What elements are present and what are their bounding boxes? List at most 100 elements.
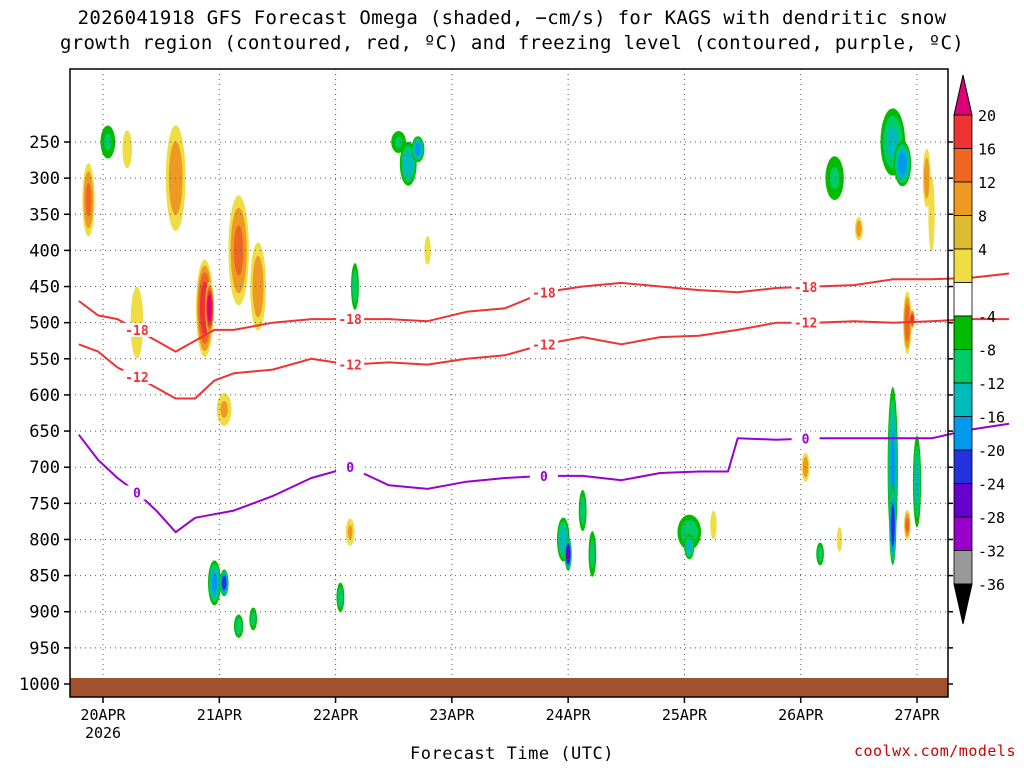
omega-blob — [681, 519, 698, 545]
contour-label: -18 — [338, 313, 362, 328]
omega-blob — [686, 539, 693, 555]
omega-blob — [710, 510, 717, 540]
colorbar-segment — [953, 382, 973, 417]
colorbar-label: -12 — [978, 375, 1005, 393]
contour-lines: -18 -18 -18 -18 -12 -12 -12 -12 0 0 0 0 — [78, 272, 1010, 534]
colorbar-label: -4 — [978, 308, 996, 326]
contour-label: -12 — [532, 338, 555, 353]
colorbar-label: 4 — [978, 241, 987, 259]
colorbar: 20 16 12 8 4 -4 -8 -12 -16 -20 -24 -28 -32 -36 — [953, 74, 1005, 625]
contour-line — [78, 272, 1010, 353]
omega-blob — [890, 504, 895, 546]
omega-blob — [403, 150, 414, 177]
chart-title-line2: growth region (contoured, red, ºC) and f… — [60, 32, 964, 54]
omega-blob — [928, 176, 935, 253]
credit-link[interactable]: coolwx.com/models — [853, 742, 1016, 760]
x-tick-label: 23APR — [429, 706, 475, 724]
x-tick-label: 22APR — [313, 706, 359, 724]
colorbar-label: -32 — [978, 543, 1005, 561]
omega-blob — [898, 152, 907, 175]
colorbar-label: 16 — [978, 141, 996, 159]
colorbar-bottom-arrow — [953, 583, 973, 625]
contour-label: -12 — [794, 317, 817, 332]
omega-blob — [817, 546, 823, 562]
omega-blob — [905, 518, 910, 533]
colorbar-label: 12 — [978, 174, 996, 192]
chart-title-line1: 2026041918 GFS Forecast Omega (shaded, −… — [77, 7, 947, 29]
colorbar-segment — [953, 449, 973, 484]
omega-blob — [233, 225, 244, 276]
omega-blob — [104, 133, 112, 151]
x-tick-label: 21APR — [197, 706, 243, 724]
colorbar-segment — [953, 181, 973, 216]
colorbar-segment — [953, 315, 973, 350]
omega-blob — [252, 255, 264, 318]
x-tick-label: 20APR — [80, 706, 126, 724]
omega-blob — [836, 527, 843, 552]
omega-blob — [829, 166, 840, 190]
y-tick-label: 800 — [29, 530, 60, 550]
omega-blob — [207, 294, 212, 322]
colorbar-label: -36 — [978, 576, 1005, 594]
contour-label: 0 — [133, 486, 141, 501]
omega-blob — [424, 236, 431, 265]
omega-blob — [915, 460, 919, 503]
colorbar-top-arrow — [953, 74, 973, 116]
omega-blob — [856, 220, 862, 237]
omega-blob — [250, 611, 256, 627]
colorbar-label: -16 — [978, 409, 1005, 427]
omega-blob — [85, 183, 92, 217]
colorbar-label: 8 — [978, 208, 987, 226]
x-tick-sublabel: 2026 — [85, 724, 121, 742]
contour-label: 0 — [540, 470, 548, 485]
contour-label: -12 — [338, 359, 361, 374]
y-tick-label: 900 — [29, 603, 60, 623]
omega-blob — [122, 130, 133, 169]
colorbar-segment — [953, 416, 973, 451]
x-tick-label: 27APR — [894, 706, 940, 724]
omega-blob — [337, 587, 344, 608]
omega-blob — [414, 142, 422, 156]
omega-blob — [130, 286, 144, 359]
omega-blob — [235, 618, 242, 635]
colorbar-segment — [953, 516, 973, 551]
colorbar-segment — [953, 282, 973, 317]
contour-line — [78, 422, 1010, 534]
x-tick-label: 24APR — [546, 706, 592, 724]
contour-label: 0 — [346, 461, 354, 476]
y-tick-label: 250 — [29, 133, 60, 153]
omega-blob — [352, 270, 358, 303]
contour-label: -18 — [794, 281, 818, 296]
colorbar-segment — [953, 483, 973, 518]
omega-blob — [589, 539, 595, 569]
colorbar-segment — [953, 550, 973, 585]
colorbar-segment — [953, 114, 973, 149]
y-tick-label: 750 — [29, 494, 60, 514]
colorbar-label: -8 — [978, 342, 996, 360]
y-tick-label: 850 — [29, 567, 60, 587]
x-tick-label: 25APR — [662, 706, 708, 724]
omega-blob — [887, 126, 899, 158]
colorbar-segment — [953, 148, 973, 183]
y-tick-label: 550 — [29, 350, 60, 370]
omega-blob — [220, 400, 228, 418]
contour-label: -18 — [125, 324, 149, 339]
y-tick-label: 300 — [29, 169, 60, 189]
omega-blob — [566, 545, 571, 563]
omega-shading — [82, 108, 935, 638]
colorbar-segment — [953, 215, 973, 250]
omega-blob — [890, 432, 896, 503]
colorbar-label: 20 — [978, 107, 996, 125]
colorbar-label: -20 — [978, 442, 1005, 460]
omega-blob — [211, 573, 218, 593]
colorbar-label: -28 — [978, 509, 1005, 527]
omega-blob — [394, 136, 403, 148]
y-tick-label: 700 — [29, 458, 60, 478]
plot-frame — [69, 68, 949, 698]
y-tick-label: 950 — [29, 639, 60, 659]
grid-lines — [70, 69, 948, 697]
colorbar-segment — [953, 248, 973, 283]
colorbar-segment — [953, 349, 973, 384]
